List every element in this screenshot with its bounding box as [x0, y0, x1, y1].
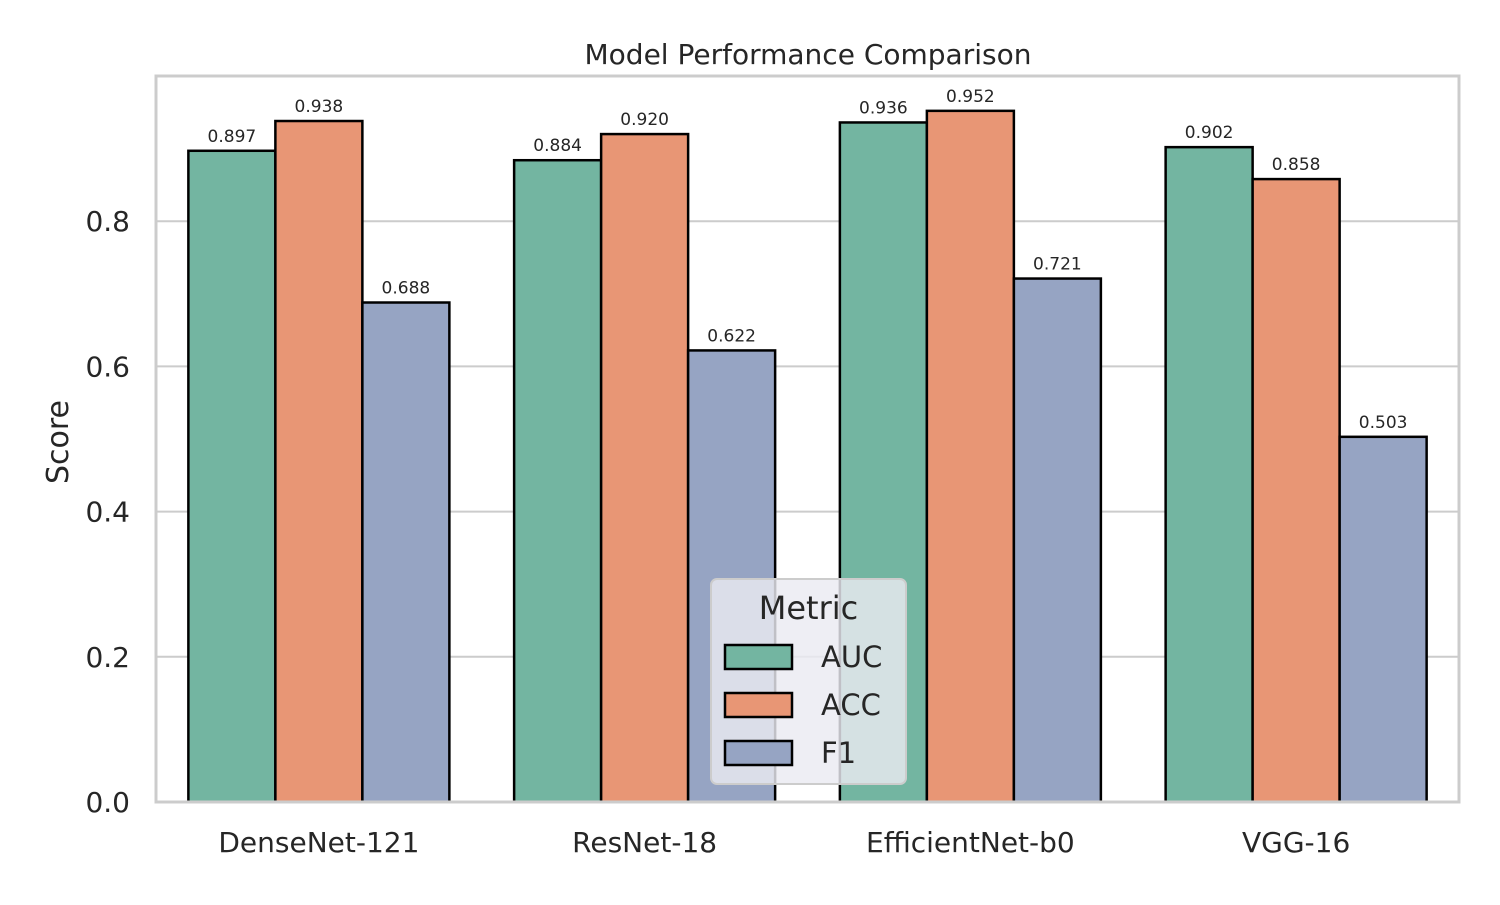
data-label: 0.952 [946, 87, 995, 107]
data-label: 0.938 [295, 97, 344, 117]
y-axis-label: Score [41, 400, 76, 484]
legend: Metric AUC ACC F1 [710, 578, 907, 785]
bar-auc-0 [187, 149, 277, 804]
legend-title: Metric [759, 589, 858, 627]
y-tick-label: 0.8 [85, 205, 130, 238]
data-label: 0.884 [533, 136, 582, 156]
data-label: 0.902 [1185, 123, 1234, 143]
data-label: 0.503 [1359, 413, 1408, 433]
legend-label-f1: F1 [821, 736, 856, 770]
bar-f1-2 [1012, 277, 1103, 804]
x-tick-label: ResNet-18 [572, 826, 717, 859]
legend-label-acc: ACC [821, 688, 881, 722]
x-tick-label: EfficientNet-b0 [866, 826, 1075, 859]
bar-acc-0 [274, 119, 364, 804]
plot-frame [154, 74, 1461, 804]
y-tick-label: 0.6 [85, 350, 130, 383]
x-tick-label: DenseNet-121 [218, 826, 419, 859]
axis-layer: 0.0 0.2 0.4 0.6 0.8 DenseNet-121 ResNet-18 Effi… [85, 205, 1350, 859]
data-label: 0.688 [382, 279, 431, 299]
data-label: 0.897 [208, 127, 257, 147]
y-tick-label: 0.4 [85, 496, 130, 529]
bar-acc-2 [925, 109, 1016, 804]
bar-auc-3 [1164, 145, 1254, 804]
data-label-layer: 0.897 0.938 0.688 0.884 0.920 0.622 0.936 0.952… [208, 87, 1408, 433]
bar-f1-3 [1338, 435, 1428, 804]
bar-layer [187, 109, 1428, 804]
legend-label-auc: AUC [821, 640, 882, 674]
data-label: 0.721 [1033, 255, 1082, 275]
bar-auc-1 [512, 158, 603, 804]
bar-acc-3 [1251, 177, 1341, 804]
legend-box [710, 578, 907, 785]
chart-title: Model Performance Comparison [585, 38, 1032, 71]
bar-acc-1 [599, 132, 690, 804]
legend-swatch-auc [723, 643, 794, 671]
bar-f1-0 [361, 301, 451, 804]
y-tick-label: 0.2 [85, 641, 130, 674]
legend-swatch-f1 [723, 739, 794, 767]
data-label: 0.622 [707, 326, 756, 346]
data-label: 0.936 [859, 98, 908, 118]
y-tick-label: 0.0 [85, 786, 130, 819]
data-label: 0.858 [1272, 155, 1321, 175]
legend-swatch-acc [723, 691, 794, 719]
x-tick-label: VGG-16 [1242, 826, 1350, 859]
data-label: 0.920 [620, 110, 669, 130]
